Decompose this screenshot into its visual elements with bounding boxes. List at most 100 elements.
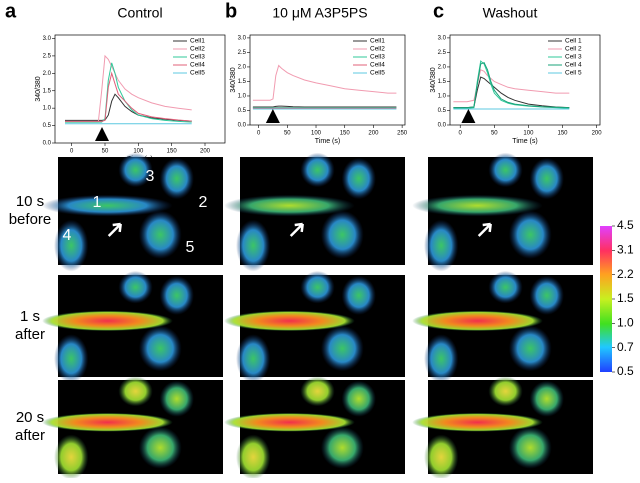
cell-blob xyxy=(118,270,153,304)
stimulus-marker xyxy=(95,127,109,141)
arrow xyxy=(107,222,122,237)
colorbar-label: 3.1 xyxy=(617,243,634,257)
cell-blob xyxy=(412,310,543,332)
panel-letter: a xyxy=(5,0,17,22)
cell-blob xyxy=(341,275,376,315)
cell-blob xyxy=(236,219,271,272)
legend-label: Cell4 xyxy=(190,62,205,69)
cell-blob xyxy=(424,434,459,480)
x-tick-label: 0 xyxy=(70,149,74,155)
x-tick-label: 150 xyxy=(557,131,568,137)
x-tick-label: 100 xyxy=(133,149,144,155)
series-line xyxy=(65,54,192,123)
x-tick-label: 50 xyxy=(102,149,109,155)
cell-blob xyxy=(341,380,376,417)
cell-blob xyxy=(424,219,459,272)
y-tick-label: 2.0 xyxy=(438,65,447,71)
legend-label: Cell 4 xyxy=(565,62,582,69)
y-tick-label: 2.0 xyxy=(238,65,247,71)
cell-blob xyxy=(529,380,564,417)
row-label: 1 s xyxy=(20,308,40,325)
cell-blob xyxy=(138,426,182,469)
colorbar-label: 0.7 xyxy=(617,340,634,354)
y-tick-label: 0.0 xyxy=(238,123,247,129)
legend-label: Cell3 xyxy=(370,54,385,61)
cell-blob xyxy=(529,157,564,200)
cell-label: 1 xyxy=(93,194,102,211)
x-tick-label: 200 xyxy=(368,131,379,137)
cell-blob xyxy=(300,152,335,188)
series-line xyxy=(65,71,192,122)
legend-label: Cell1 xyxy=(370,38,385,45)
panel-letter: c xyxy=(433,0,444,22)
legend-label: Cell 5 xyxy=(565,70,582,77)
legend-label: Cell5 xyxy=(370,70,385,77)
series-line xyxy=(453,69,570,103)
y-axis-title: 340/380 xyxy=(230,67,237,92)
cell-blob xyxy=(412,194,543,217)
cell-blob xyxy=(529,275,564,315)
cell-blob xyxy=(300,270,335,304)
x-tick-label: 150 xyxy=(340,131,351,137)
cell-blob xyxy=(236,334,271,384)
cell-blob xyxy=(159,380,194,417)
row-label: after xyxy=(15,427,45,444)
y-tick-label: 0.5 xyxy=(238,108,247,114)
cell-blob xyxy=(54,334,89,384)
legend-label: Cell5 xyxy=(190,70,205,77)
plot-frame xyxy=(249,34,406,126)
cell-blob xyxy=(320,426,364,469)
y-tick-label: 2.0 xyxy=(43,71,52,77)
series-line xyxy=(65,62,192,123)
colorbar-label: 2.2 xyxy=(617,267,634,281)
x-tick-label: 50 xyxy=(284,131,291,137)
cell-blob xyxy=(508,325,552,372)
cell-blob xyxy=(236,434,271,480)
plot-frame xyxy=(54,34,226,144)
cell-blob xyxy=(424,334,459,384)
legend-label: Cell2 xyxy=(370,46,385,53)
y-tick-label: 3.0 xyxy=(43,36,52,42)
y-tick-label: 1.5 xyxy=(43,88,52,94)
stimulus-marker xyxy=(461,109,476,123)
x-tick-label: 200 xyxy=(200,149,211,155)
cell-blob xyxy=(300,376,335,407)
series-line xyxy=(252,64,397,101)
row-label: 20 s xyxy=(16,409,44,426)
cell-blob xyxy=(42,412,173,432)
legend-label: Cell2 xyxy=(190,46,205,53)
x-tick-label: 100 xyxy=(523,131,534,137)
legend-label: Cell 1 xyxy=(565,38,582,45)
cell-blob xyxy=(118,376,153,407)
cell-label: 4 xyxy=(63,227,72,244)
cell-blob xyxy=(54,434,89,480)
stimulus-marker xyxy=(265,109,280,123)
y-tick-label: 3.0 xyxy=(438,35,447,41)
cell-label: 3 xyxy=(146,168,155,185)
cell-blob xyxy=(224,310,355,332)
cell-blob xyxy=(54,219,89,272)
colorbar-label: 1.0 xyxy=(617,316,634,330)
cell-blob xyxy=(138,210,182,259)
x-tick-label: 100 xyxy=(311,131,322,137)
y-tick-label: 0.0 xyxy=(43,141,52,147)
panel-title: Washout xyxy=(483,5,538,21)
y-tick-label: 2.5 xyxy=(438,50,447,56)
cell-label: 5 xyxy=(186,239,195,256)
legend-label: Cell1 xyxy=(190,38,205,45)
cell-blob xyxy=(159,275,194,315)
cell-blob xyxy=(138,325,182,372)
colorbar-label: 4.5 xyxy=(617,218,634,232)
cell-blob xyxy=(42,310,173,332)
y-axis-title: 340/380 xyxy=(35,76,42,101)
panel-title: Control xyxy=(117,5,162,21)
y-axis-title: 340/380 xyxy=(430,67,437,92)
y-tick-label: 1.0 xyxy=(43,106,52,112)
y-tick-label: 0.0 xyxy=(438,123,447,129)
x-tick-label: 0 xyxy=(257,131,261,137)
cell-label: 2 xyxy=(199,194,208,211)
y-tick-label: 2.5 xyxy=(43,53,52,59)
cell-blob xyxy=(488,270,523,304)
arrow xyxy=(477,222,492,237)
